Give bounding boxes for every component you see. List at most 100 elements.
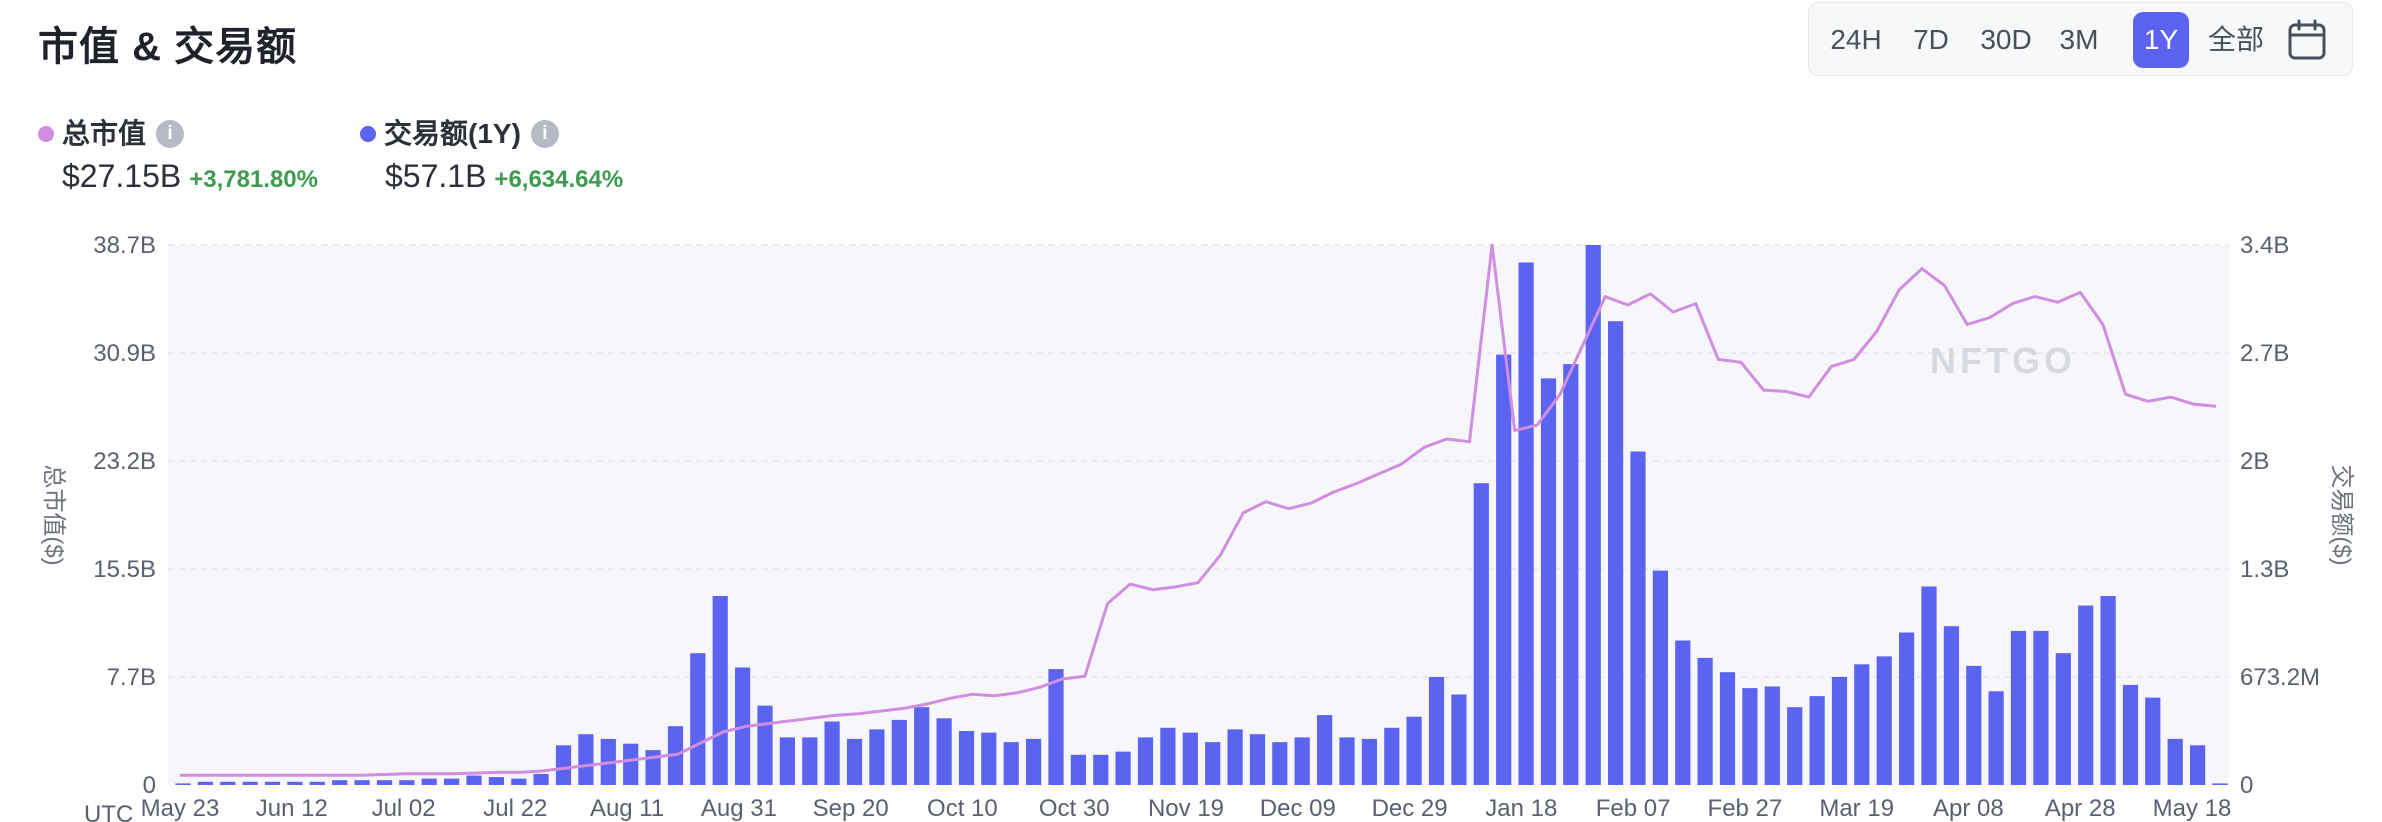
volume-bar[interactable] (891, 719, 907, 785)
volume-bar[interactable] (1473, 483, 1489, 785)
volume-bar[interactable] (1205, 742, 1221, 785)
volume-bar[interactable] (1160, 727, 1176, 785)
volume-bar[interactable] (779, 737, 795, 785)
volume-bar[interactable] (757, 705, 773, 785)
volume-bar[interactable] (175, 783, 191, 785)
volume-bar[interactable] (197, 781, 213, 785)
volume-bar[interactable] (1787, 707, 1803, 785)
volume-bar[interactable] (1831, 677, 1848, 785)
volume-bar[interactable] (399, 780, 415, 785)
volume-bar[interactable] (1764, 686, 1780, 786)
volume-bar[interactable] (2122, 684, 2139, 785)
volume-bar[interactable] (2190, 745, 2206, 785)
volume-bar[interactable] (1496, 354, 1512, 785)
volume-bar[interactable] (264, 781, 281, 785)
volume-bar[interactable] (712, 596, 728, 785)
volume-bar[interactable] (2167, 738, 2183, 785)
volume-bar[interactable] (1854, 664, 1870, 785)
volume-bar[interactable] (1093, 754, 1109, 785)
legend-market-cap[interactable]: 总市值 i (38, 112, 185, 152)
volume-bar[interactable] (824, 721, 840, 786)
volume-bar[interactable] (2055, 653, 2071, 785)
volume-bar[interactable] (1809, 696, 1825, 785)
volume-bar[interactable] (1249, 734, 1266, 785)
volume-bar[interactable] (1428, 677, 1445, 785)
volume-bar[interactable] (1182, 732, 1198, 785)
volume-bar[interactable] (2100, 596, 2116, 785)
volume-bar[interactable] (1003, 742, 1019, 785)
volume-bar[interactable] (533, 773, 549, 785)
volume-bar[interactable] (309, 781, 325, 785)
volume-bar[interactable] (690, 653, 706, 785)
volume-bar[interactable] (936, 718, 952, 785)
volume-bar[interactable] (578, 734, 594, 785)
volume-bar[interactable] (2078, 605, 2094, 786)
volume-bar[interactable] (958, 731, 975, 785)
volume-bar[interactable] (1585, 245, 1601, 785)
volume-bar[interactable] (2010, 630, 2027, 785)
range-all-button[interactable]: 全部 (2207, 24, 2264, 55)
volume-bar[interactable] (466, 775, 482, 786)
x-tick-label: Dec 09 (1260, 795, 1336, 822)
volume-bar[interactable] (354, 780, 370, 785)
volume-bar[interactable] (1876, 656, 1892, 785)
volume-bar[interactable] (2212, 783, 2228, 785)
volume-bar[interactable] (1652, 570, 1668, 785)
calendar-icon[interactable] (2287, 19, 2327, 61)
volume-bar[interactable] (555, 745, 572, 785)
volume-bar[interactable] (1988, 691, 2004, 785)
range-1y-button[interactable]: 1Y (2133, 12, 2189, 68)
range-24h-button[interactable]: 24H (1830, 24, 1882, 55)
volume-bar[interactable] (1070, 754, 1086, 785)
volume-bar[interactable] (1675, 640, 1691, 786)
info-icon[interactable]: i (530, 119, 559, 148)
volume-bar[interactable] (846, 738, 863, 785)
volume-bar[interactable] (1294, 737, 1310, 785)
volume-bar[interactable] (511, 778, 527, 785)
volume-bar[interactable] (1966, 665, 1982, 785)
volume-bar[interactable] (869, 729, 885, 785)
volume-bar[interactable] (488, 777, 504, 785)
info-icon[interactable]: i (156, 119, 185, 148)
volume-bar[interactable] (1406, 716, 1422, 785)
volume-bar[interactable] (1339, 737, 1355, 785)
volume-bar[interactable] (242, 781, 258, 785)
volume-bar[interactable] (1563, 364, 1579, 785)
volume-bar[interactable] (1518, 262, 1534, 786)
legend-volume[interactable]: 交易额(1Y) i (360, 112, 559, 152)
volume-bar[interactable] (287, 781, 303, 785)
volume-bar[interactable] (444, 778, 460, 785)
volume-bar[interactable] (1317, 715, 1333, 785)
volume-bar[interactable] (1899, 632, 1915, 786)
volume-bar[interactable] (1630, 451, 1646, 786)
volume-bar[interactable] (1137, 737, 1154, 785)
volume-bar[interactable] (802, 737, 818, 785)
volume-bar[interactable] (376, 780, 393, 785)
volume-bar[interactable] (1361, 738, 1377, 785)
volume-bar[interactable] (421, 778, 437, 785)
volume-bar[interactable] (981, 732, 997, 785)
volume-bar[interactable] (1451, 694, 1467, 786)
volume-bar[interactable] (1540, 378, 1557, 785)
volume-bar[interactable] (623, 743, 639, 785)
volume-bar[interactable] (1943, 626, 1959, 785)
volume-bar[interactable] (1384, 727, 1400, 785)
volume-bar[interactable] (1608, 321, 1624, 785)
volume-bar[interactable] (914, 707, 930, 785)
volume-bar[interactable] (1272, 742, 1288, 785)
range-3m-button[interactable]: 3M (2059, 24, 2099, 55)
range-7d-button[interactable]: 7D (1913, 24, 1949, 55)
volume-bar[interactable] (2033, 630, 2049, 785)
volume-bar[interactable] (220, 781, 236, 785)
volume-bar[interactable] (1921, 586, 1937, 786)
range-30d-button[interactable]: 30D (1980, 24, 2032, 55)
volume-bar[interactable] (1742, 688, 1758, 785)
volume-bar[interactable] (1697, 657, 1713, 785)
volume-bar[interactable] (2145, 697, 2161, 785)
volume-bar[interactable] (1227, 729, 1243, 785)
volume-bar[interactable] (1048, 669, 1064, 785)
volume-bar[interactable] (332, 780, 348, 785)
volume-bar[interactable] (1026, 738, 1042, 785)
volume-bar[interactable] (1115, 751, 1131, 785)
volume-bar[interactable] (1719, 672, 1736, 785)
